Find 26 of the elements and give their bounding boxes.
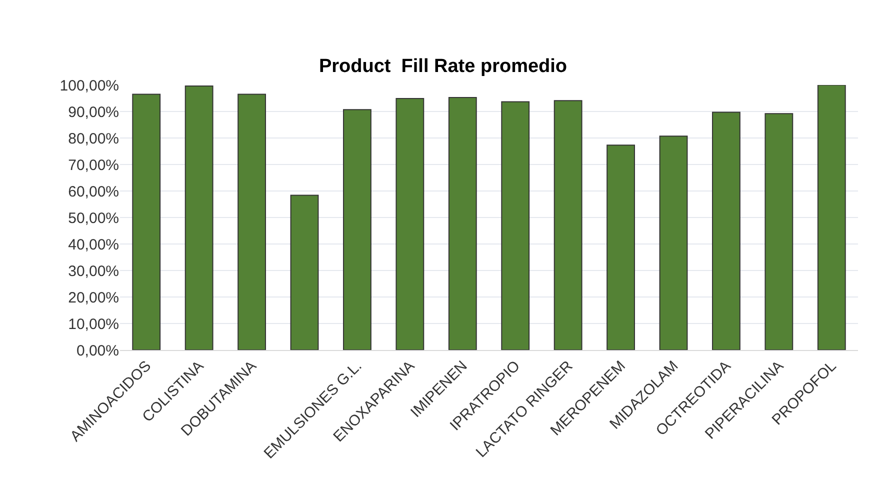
bar: [238, 94, 266, 350]
bar: [396, 98, 424, 350]
bar: [712, 112, 740, 350]
y-tick-label: 100,00%: [60, 77, 119, 94]
bar: [290, 194, 319, 350]
y-tick-label: 60,00%: [68, 183, 119, 200]
bar: [184, 86, 214, 350]
chart-title: Product Fill Rate promedio: [318, 56, 568, 78]
bar: [659, 136, 688, 350]
y-tick-label: 0,00%: [76, 342, 119, 360]
y-tick-label: 70,00%: [68, 156, 119, 174]
bar: [554, 100, 582, 350]
bar: [501, 101, 530, 350]
bar: [606, 144, 635, 350]
y-tick-label: 40,00%: [68, 236, 119, 254]
y-tick-label: 30,00%: [68, 262, 119, 280]
bar: [343, 109, 372, 350]
y-tick-label: 50,00%: [68, 210, 119, 227]
y-tick-label: 90,00%: [68, 104, 119, 121]
bar: [817, 85, 846, 350]
y-tick-label: 80,00%: [68, 130, 119, 148]
y-tick-label: 10,00%: [68, 316, 119, 333]
bar: [764, 113, 794, 350]
bar: [132, 94, 161, 350]
bar: [448, 96, 477, 350]
y-tick-label: 20,00%: [68, 289, 119, 306]
